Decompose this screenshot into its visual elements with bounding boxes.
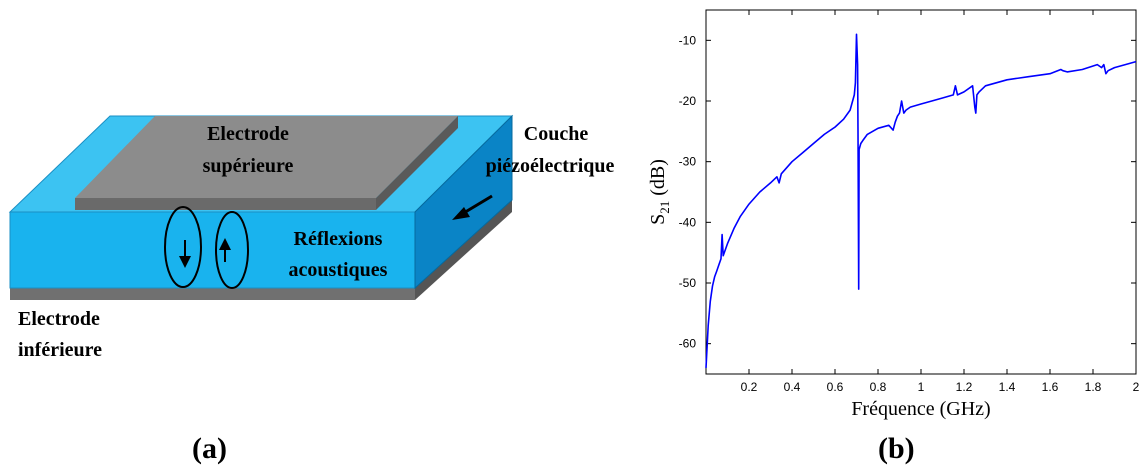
x-tick-label: 1 (918, 380, 925, 394)
x-tick-label: 1.8 (1085, 380, 1102, 394)
x-tick-label: 1.2 (956, 380, 973, 394)
reflection-loop-right (215, 211, 249, 289)
piezo-label-1: Couche (524, 123, 589, 145)
y-axis-label: S21 (dB) (647, 159, 672, 225)
y-tick-label: -40 (679, 215, 697, 229)
x-tick-label: 0.2 (741, 380, 758, 394)
polarization-arrow (461, 194, 493, 216)
x-tick-label: 0.6 (827, 380, 844, 394)
x-tick-label: 1.4 (999, 380, 1016, 394)
resonator-diagram: Electrode supérieure Couche piézoélectri… (8, 114, 615, 361)
chart-plot-group: 0.2 0.4 0.6 0.8 1 1.2 1.4 1.6 1.8 2 -60 -50 -40 -30 -2… (647, 9, 1140, 420)
piezo-side-face (414, 114, 513, 290)
reflection-label-1: Réflexions (294, 228, 383, 250)
bottom-electrode-front (10, 288, 415, 300)
x-axis-label: Fréquence (GHz) (851, 398, 990, 420)
x-tick-label: 2 (1133, 380, 1140, 394)
reflection-label-2: acoustiques (289, 259, 388, 281)
piezo-label-2: piézoélectrique (486, 155, 615, 177)
top-electrode-label-2: supérieure (203, 155, 294, 177)
y-tick-label: -30 (679, 155, 697, 169)
y-tick-label: -20 (679, 94, 697, 108)
top-electrode-label-1: Electrode (207, 123, 289, 145)
caption-a: (a) (192, 432, 227, 465)
y-tick-label: -50 (679, 276, 697, 290)
x-tick-label: 0.4 (784, 380, 801, 394)
plot-frame (705, 9, 1137, 375)
top-electrode-front-face (75, 198, 376, 210)
bottom-electrode-label-1: Electrode (18, 308, 100, 330)
y-tick-label: -60 (679, 337, 697, 351)
top-electrode-side-face (376, 116, 458, 210)
x-tick-label: 1.6 (1042, 380, 1059, 394)
bottom-electrode-label-2: inférieure (18, 339, 102, 361)
y-tick-label: -10 (679, 33, 697, 47)
bottom-electrode-side (415, 200, 512, 300)
reflection-loop-left (164, 206, 202, 288)
s21-chart: 0.2 0.4 0.6 0.8 1 1.2 1.4 1.6 1.8 2 -60 -50 -40 -30 -2… (647, 9, 1140, 420)
caption-b: (b) (878, 432, 915, 465)
polarization-arrowhead-icon (452, 207, 470, 220)
top-electrode-top-face (75, 116, 458, 198)
s21-series-line (705, 33, 1137, 368)
reflection-arrowhead-down-icon (179, 256, 191, 268)
reflection-arrowhead-up-icon (219, 238, 231, 250)
x-tick-label: 0.8 (870, 380, 887, 394)
